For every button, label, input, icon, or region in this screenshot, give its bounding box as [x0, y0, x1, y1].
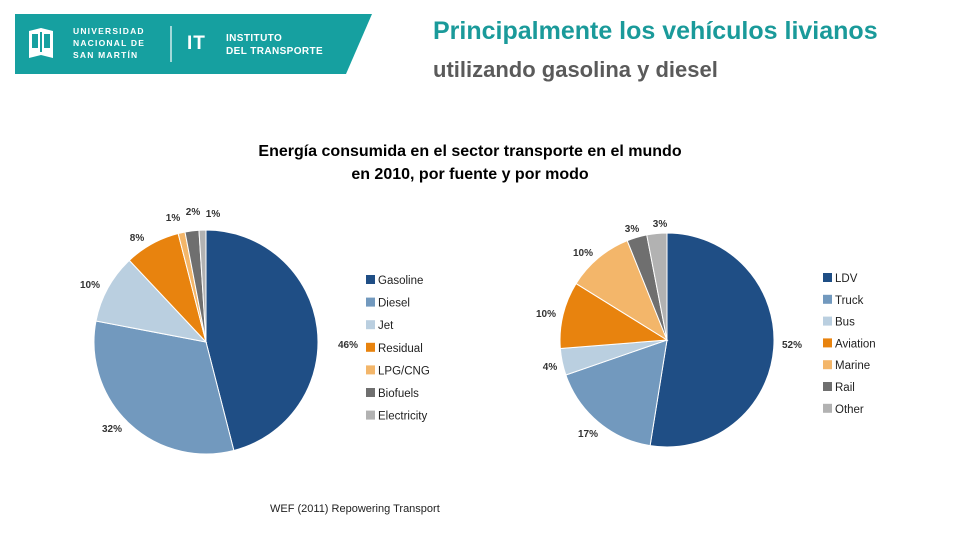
- pie-1-label-biofuels: 2%: [186, 207, 201, 218]
- legend-2-label-rail: Rail: [835, 382, 855, 394]
- pie-2-label-ldv: 52%: [782, 340, 802, 351]
- pie-1-slice-diesel: [93, 320, 235, 455]
- pie-chart-2: 52% LDV 17% Truck 4% Bus 10% Aviation 10% Marine 3…: [536, 219, 876, 448]
- legend-2-swatch-truck: [823, 294, 832, 304]
- pie-2-label-truck: 17%: [578, 429, 598, 440]
- legend-1-label-residual: Residual: [378, 343, 423, 355]
- pie-1-label-residual: 8%: [130, 233, 145, 244]
- legend-1-label-diesel: Diesel: [378, 298, 410, 310]
- legend-1-swatch-residual: [366, 342, 375, 352]
- pie-1-label-diesel: 32%: [102, 424, 122, 435]
- chart-title: Energía consumida en el sector transport…: [200, 140, 740, 186]
- pie-1-label-electricity: 1%: [206, 209, 221, 220]
- pie-2-label-other: 3%: [653, 219, 668, 230]
- legend-1-label-jet: Jet: [378, 320, 394, 332]
- university-line-1: UNIVERSIDAD: [73, 26, 145, 36]
- pie-1-label-gasoline: 46%: [338, 340, 358, 351]
- pie-1-label-lpg-cng: 1%: [166, 213, 181, 224]
- pie-2-slice-ldv: [649, 232, 775, 448]
- it-logo: IT: [187, 33, 206, 54]
- pie-2-label-rail: 3%: [625, 224, 640, 235]
- legend-2-swatch-aviation: [823, 338, 832, 348]
- pie-2-slice-other: [646, 232, 668, 341]
- legend-2-swatch-rail: [823, 382, 832, 391]
- university-name: UNIVERSIDAD NACIONAL DE SAN MARTÍN: [73, 25, 145, 61]
- legend-1-swatch-diesel: [366, 297, 375, 307]
- legend-2-label-bus: Bus: [835, 317, 855, 329]
- legend-1-swatch-electricity: [366, 410, 375, 420]
- book-logo-icon: [29, 28, 53, 58]
- legend-2-label-marine: Marine: [835, 360, 870, 372]
- institute-name: INSTITUTO DEL TRANSPORTE: [226, 32, 323, 58]
- legend-1-label-lpg-cng: LPG/CNG: [378, 365, 430, 377]
- legend-2-label-aviation: Aviation: [835, 338, 876, 350]
- legend-1-swatch-gasoline: [366, 275, 375, 284]
- institute-line-2: DEL TRANSPORTE: [226, 46, 324, 57]
- pie-1-slice-electricity: [198, 229, 207, 343]
- legend-1-swatch-jet: [366, 320, 375, 330]
- legend-2-swatch-ldv: [823, 273, 832, 282]
- university-line-3: SAN MARTÍN: [73, 50, 139, 60]
- chart-title-line-1: Energía consumida en el sector transport…: [258, 143, 682, 160]
- legend-2-swatch-marine: [823, 360, 832, 370]
- pie-chart-1: 46% Gasoline 32% Diesel 10% Jet 8% Residual 1% LP…: [80, 207, 430, 455]
- pie-1-label-jet: 10%: [80, 280, 100, 291]
- pie-2-label-bus: 4%: [543, 362, 558, 373]
- source-note: WEF (2011) Repowering Transport: [270, 503, 440, 515]
- pie-2-label-marine: 10%: [573, 248, 593, 259]
- legend-2-label-truck: Truck: [835, 295, 864, 307]
- legend-1-swatch-biofuels: [366, 388, 375, 397]
- university-line-2: NACIONAL DE: [73, 38, 146, 48]
- legend-1-label-biofuels: Biofuels: [378, 388, 419, 400]
- institute-line-1: INSTITUTO: [226, 33, 283, 44]
- legend-2-label-ldv: LDV: [835, 273, 858, 285]
- pie-1-slice-gasoline: [205, 229, 319, 452]
- slide-subtitle: utilizando gasolina y diesel: [433, 57, 718, 82]
- pie-2-label-aviation: 10%: [536, 309, 556, 320]
- banner-background: [15, 14, 372, 74]
- legend-2-swatch-bus: [823, 316, 832, 326]
- header-banner: UNIVERSIDAD NACIONAL DE SAN MARTÍN IT IN…: [15, 14, 372, 74]
- legend-1-label-gasoline: Gasoline: [378, 275, 423, 287]
- slide-title: Principalmente los vehículos livianos: [433, 17, 878, 45]
- legend-2-label-other: Other: [835, 404, 864, 416]
- chart-title-line-2: en 2010, por fuente y por modo: [351, 166, 589, 183]
- legend-1-label-electricity: Electricity: [378, 411, 427, 423]
- legend-1-swatch-lpg-cng: [366, 365, 375, 375]
- legend-2-swatch-other: [823, 403, 832, 413]
